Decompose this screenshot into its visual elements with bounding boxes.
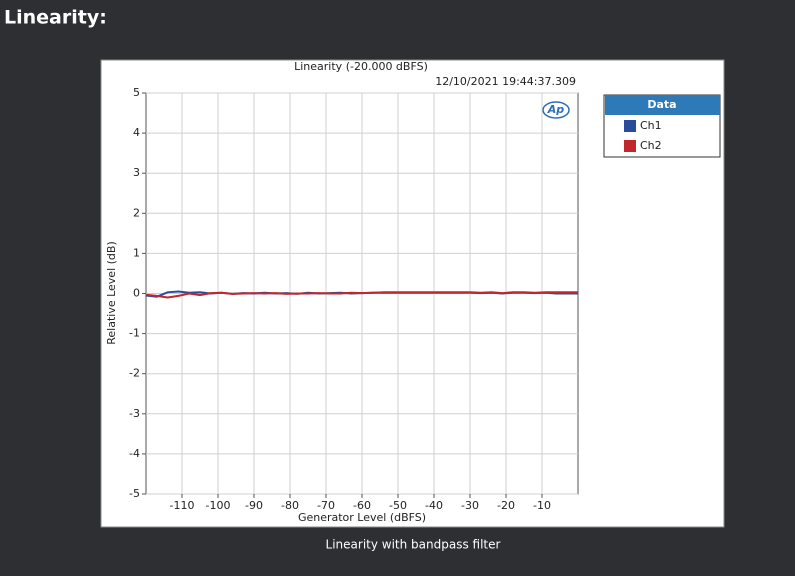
y-tick-label: -4 (129, 447, 140, 460)
y-tick-label: -3 (129, 407, 140, 420)
y-tick-label: 2 (133, 206, 140, 219)
x-tick-label: -110 (170, 499, 195, 512)
y-tick-label: 5 (133, 86, 140, 99)
x-tick-label: -90 (245, 499, 263, 512)
logo: Ap (547, 103, 565, 116)
x-tick-label: -40 (425, 499, 443, 512)
legend-label: Ch2 (640, 139, 662, 152)
y-axis-label: Relative Level (dB) (105, 241, 118, 345)
page-heading: Linearity: (4, 7, 107, 29)
x-tick-label: -30 (461, 499, 479, 512)
y-tick-label: 1 (133, 246, 140, 259)
x-tick-label: -100 (206, 499, 231, 512)
y-tick-label: -1 (129, 327, 140, 340)
timestamp: 12/10/2021 19:44:37.309 (435, 75, 576, 88)
logo-ring (542, 101, 570, 119)
y-tick-label: 4 (133, 126, 140, 139)
chart-title: Linearity (-20.000 dBFS) (294, 60, 428, 73)
legend-label: Ch1 (640, 119, 662, 132)
caption: Linearity with bandpass filter (326, 538, 501, 552)
legend-swatch (624, 120, 636, 132)
x-tick-label: -10 (533, 499, 551, 512)
x-tick-label: -80 (281, 499, 299, 512)
y-tick-label: 3 (133, 166, 140, 179)
x-axis-label: Generator Level (dBFS) (298, 511, 426, 524)
legend-title: Data (647, 98, 676, 111)
x-tick-label: -50 (389, 499, 407, 512)
legend-swatch (624, 140, 636, 152)
x-tick-label: -20 (497, 499, 515, 512)
legend-header (605, 95, 720, 115)
y-tick-label: -5 (129, 487, 140, 500)
x-tick-label: -70 (317, 499, 335, 512)
y-tick-label: 0 (133, 287, 140, 300)
x-tick-label: -60 (353, 499, 371, 512)
series-line (145, 291, 578, 299)
y-tick-label: -2 (129, 367, 140, 380)
